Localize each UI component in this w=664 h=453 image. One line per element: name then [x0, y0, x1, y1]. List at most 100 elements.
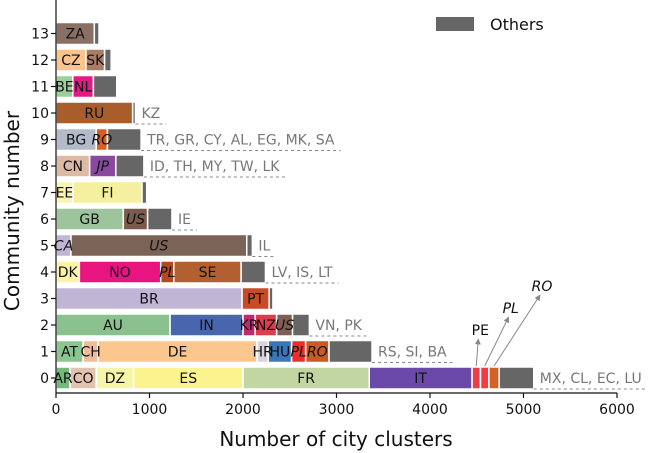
bars-layer: [55, 21, 535, 390]
segment-label-12-sk: SK: [86, 53, 105, 69]
segment-label-3-br: BR: [139, 292, 159, 308]
bar-segment-7-others: [141, 180, 148, 205]
others-countries-0: MX, CL, EC, LU: [540, 371, 642, 387]
segment-label-10-ru: RU: [84, 106, 104, 122]
segment-label-0-co: CO: [73, 371, 94, 387]
x-tick-label: 2000: [225, 402, 261, 418]
y-tick-label: 10: [31, 106, 49, 122]
x-tick-label: 3000: [319, 402, 355, 418]
segment-label-4-se: SE: [199, 265, 217, 281]
y-tick-label: 6: [40, 212, 49, 228]
y-tick-label: 1: [40, 345, 49, 361]
callout-arrow-pl: [484, 316, 510, 367]
bar-segment-13-others: [93, 21, 100, 46]
segment-label-4-no: NO: [109, 265, 131, 281]
y-axis-title: Community number: [0, 110, 24, 311]
segment-label-2-au: AU: [103, 318, 123, 334]
bar-segment-4-others: [240, 260, 267, 284]
segment-label-11-be: BE: [55, 80, 73, 96]
callout-arrow-pe: [474, 338, 481, 367]
segment-label-5-ca: CA: [54, 239, 73, 255]
y-tick-label: 11: [31, 80, 49, 96]
segment-label-0-fr: FR: [297, 371, 315, 387]
others-countries-4: LV, IS, LT: [271, 265, 333, 281]
segment-label-9-ro: RO: [91, 133, 112, 149]
segment-label-2-nz: NZ: [256, 318, 276, 334]
bar-segment-3-others: [268, 286, 274, 311]
others-annotations-layer: MX, CL, EC, LU RS, SI, BA VN, PK LV, IS, LT…: [135, 106, 648, 390]
others-countries-9: TR, GR, CY, AL, EG, MK, SA: [146, 133, 335, 149]
y-tick-label: 13: [31, 27, 49, 43]
segment-label-8-cn: CN: [63, 159, 83, 175]
x-tick-label: 5000: [506, 402, 542, 418]
callout-label-pe: PE: [472, 323, 489, 339]
segment-label-6-us: US: [126, 212, 145, 228]
y-tick-label: 9: [40, 133, 49, 149]
segment-label-13-za: ZA: [66, 27, 86, 43]
y-tick-label: 4: [40, 265, 49, 281]
segment-label-1-de: DE: [168, 345, 188, 361]
legend-swatch-others: [436, 17, 474, 31]
segment-label-8-jp: JP: [93, 159, 109, 175]
segment-label-7-fi: FI: [101, 186, 113, 202]
callout-arrow-ro: [493, 294, 541, 367]
segment-label-1-at: AT: [61, 345, 78, 361]
x-tick-label: 6000: [599, 402, 635, 418]
bar-segment-11-others: [92, 74, 118, 99]
segment-label-0-ar: AR: [53, 371, 73, 387]
segment-label-1-hu: HU: [270, 345, 291, 361]
bar-segment-2-others: [291, 313, 311, 337]
others-countries-10: KZ: [141, 106, 160, 122]
bar-segment-10-others: [131, 101, 137, 125]
x-tick-label: 4000: [412, 402, 448, 418]
y-tick-label: 0: [40, 371, 49, 387]
segment-label-1-ro: RO: [307, 345, 328, 361]
segment-label-0-dz: DZ: [105, 371, 125, 387]
y-tick-label: 2: [40, 318, 49, 334]
bar-segment-6-others: [146, 207, 173, 231]
bar-segment-0-pl: [479, 366, 490, 390]
x-tick-label: 1000: [132, 402, 168, 418]
y-tick-label: 5: [40, 239, 49, 255]
segment-label-3-pt: PT: [247, 292, 264, 308]
others-countries-5: IL: [258, 239, 270, 255]
callout-label-pl: PL: [503, 301, 519, 317]
bar-segment-0-others: [498, 366, 535, 390]
x-axis-title: Number of city clusters: [219, 427, 452, 451]
segment-label-2-in: IN: [199, 318, 214, 334]
bar-segment-0-pe: [471, 366, 482, 390]
segment-label-4-dk: DK: [58, 265, 79, 281]
segment-label-7-ee: EE: [56, 186, 74, 202]
segment-label-4-pl: PL: [159, 265, 175, 281]
bar-segment-5-others: [245, 233, 254, 258]
others-countries-6: IE: [178, 212, 191, 228]
segment-label-2-us: US: [275, 318, 294, 334]
others-countries-8: ID, TH, MY, TW, LK: [150, 159, 280, 175]
segment-label-1-pl: PL: [291, 345, 307, 361]
segment-label-0-es: ES: [179, 371, 197, 387]
bar-segment-9-others: [106, 127, 142, 152]
bar-segment-0-ro: [488, 366, 500, 390]
segment-label-6-gb: GB: [79, 212, 99, 228]
segment-label-1-hr: HR: [253, 345, 274, 361]
segment-label-0-it: IT: [414, 371, 427, 387]
bar-segment-1-others: [328, 339, 373, 364]
others-countries-1: RS, SI, BA: [378, 345, 447, 361]
segment-label-9-bg: BG: [66, 133, 86, 149]
callouts-layer: PE PL RO: [472, 279, 553, 367]
x-tick-label: 0: [52, 402, 61, 418]
segment-label-1-ch: CH: [80, 345, 100, 361]
y-tick-label: 8: [40, 159, 49, 175]
ticks-layer: 0 1000 2000 3000 4000 5000 6000 0 1 2 3 4 5 6 7 8 9 10 11 1…: [31, 27, 635, 419]
y-tick-label: 3: [40, 292, 49, 308]
segment-label-5-us: US: [149, 239, 168, 255]
y-tick-label: 7: [40, 186, 49, 202]
legend-label-others: Others: [490, 15, 544, 34]
bar-segment-8-others: [115, 154, 145, 178]
segment-label-2-kr: KR: [240, 318, 259, 334]
callout-label-ro: RO: [532, 279, 553, 295]
others-countries-2: VN, PK: [315, 318, 362, 334]
segment-label-12-cz: CZ: [61, 53, 80, 69]
